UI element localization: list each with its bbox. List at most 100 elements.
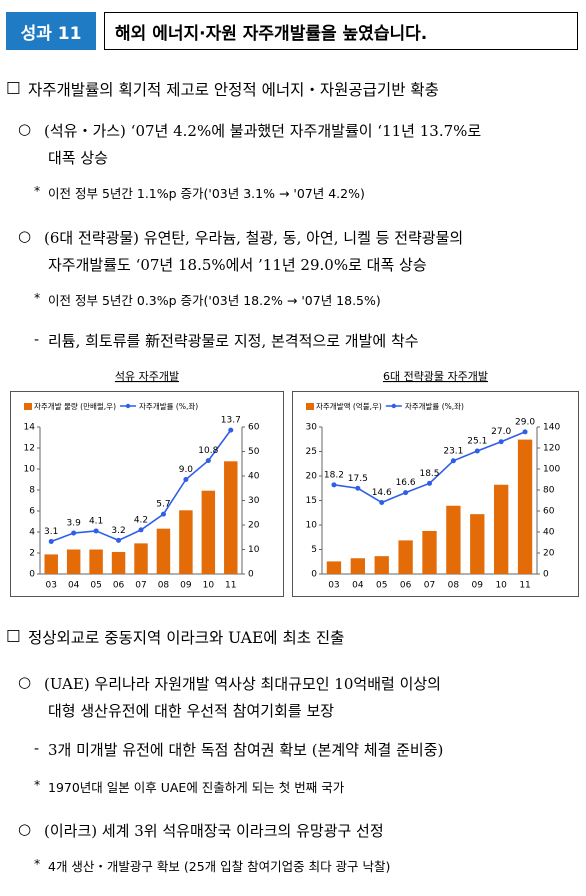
- bar: [326, 561, 342, 574]
- legend-dot: [125, 403, 131, 409]
- y2-tick-label: 60: [248, 423, 260, 433]
- item-text: 이전 정부 5년간 0.3%p 증가('03년 18.2% → '07년 18.…: [48, 293, 381, 308]
- item-text: 리튬, 희토류를 新전략광물로 지정, 본격적으로 개발에 착수: [48, 332, 419, 350]
- item-text: 4개 생산・개발광구 확보 (25개 입찰 참여기업중 최다 광구 낙찰): [48, 859, 391, 874]
- legend-label: 자주개발 물량 (만배럴,우): [34, 401, 116, 411]
- y2-tick-label: 30: [248, 496, 260, 506]
- data-label: 13.7: [221, 416, 241, 426]
- data-label: 25.1: [467, 437, 487, 447]
- bar: [470, 514, 485, 574]
- x-tick-label: 04: [352, 581, 364, 591]
- data-label: 10.8: [198, 446, 218, 456]
- y-tick-label: 2: [29, 549, 35, 559]
- bar: [156, 528, 171, 574]
- point: [138, 527, 144, 533]
- bar: [44, 554, 58, 574]
- item-text: 이전 정부 5년간 1.1%p 증가('03년 3.1% → '07년 4.2%…: [48, 186, 365, 201]
- item-marker: ○: [18, 673, 32, 691]
- y2-tick-label: 40: [543, 528, 555, 538]
- y2-tick-label: 20: [543, 549, 555, 559]
- x-tick-label: 08: [448, 581, 460, 591]
- bar: [446, 505, 461, 574]
- x-tick-label: 07: [424, 581, 435, 591]
- data-label: 4.2: [134, 515, 148, 525]
- bar: [66, 549, 81, 574]
- item-marker: *: [34, 290, 41, 305]
- point: [522, 429, 528, 435]
- chart-title: 6대 전략광물 자주개발: [383, 370, 488, 383]
- item-text: (UAE) 우리나라 자원개발 역사상 최대규모인 10억배럴 이상의: [44, 675, 441, 693]
- legend-label: 자주개발률 (%,좌): [139, 401, 198, 411]
- point: [93, 528, 99, 534]
- y-tick-label: 12: [24, 444, 35, 454]
- y2-tick-label: 10: [248, 545, 260, 555]
- data-label: 27.0: [491, 427, 511, 437]
- item-text: (이라크) 세계 3위 석유매장국 이라크의 유망광구 선정: [44, 822, 384, 840]
- x-tick-label: 10: [495, 581, 507, 591]
- x-tick-label: 11: [519, 581, 530, 591]
- data-label: 4.1: [89, 516, 103, 526]
- data-label: 29.0: [515, 417, 535, 427]
- y-tick-label: 0: [311, 570, 317, 580]
- point: [498, 439, 504, 445]
- title: 해외 에너지·자원 자주개발률을 높였습니다.: [104, 12, 578, 50]
- item-marker: ○: [18, 120, 32, 138]
- legend-dot: [391, 403, 397, 409]
- item-marker: ○: [18, 227, 32, 245]
- y2-tick-label: 50: [248, 447, 260, 457]
- y-tick-label: 10: [24, 465, 36, 475]
- data-label: 3.1: [44, 527, 58, 537]
- y2-tick-label: 60: [543, 507, 555, 517]
- badge: 성과 11: [6, 12, 96, 50]
- bar: [494, 484, 509, 574]
- point: [48, 538, 54, 544]
- data-label: 14.6: [372, 488, 392, 498]
- chart: 6대 전략광물 자주개발0510152025300204060801001201…: [292, 370, 579, 597]
- point: [379, 499, 385, 505]
- y2-tick-label: 80: [543, 486, 555, 496]
- point: [427, 480, 432, 486]
- bar: [201, 490, 216, 574]
- x-tick-label: 03: [45, 581, 56, 591]
- x-tick-label: 06: [113, 581, 125, 591]
- y-tick-label: 4: [29, 528, 35, 538]
- chart-frame: [10, 391, 284, 597]
- point: [160, 511, 166, 517]
- chart-frame: [292, 391, 579, 597]
- bar: [517, 439, 533, 574]
- x-tick-label: 11: [225, 581, 236, 591]
- point: [116, 537, 122, 543]
- item-text: 1970년대 일본 이후 UAE에 진출하게 되는 첫 번째 국가: [48, 780, 345, 795]
- item-text: (석유・가스) ‘07년 4.2%에 불과했던 자주개발률이 ‘11년 13.7…: [44, 122, 482, 140]
- data-label: 3.9: [67, 519, 82, 529]
- x-tick-label: 04: [68, 581, 80, 591]
- item-marker: ○: [18, 820, 32, 838]
- section-marker: □: [6, 626, 21, 644]
- y-tick-label: 0: [29, 570, 35, 580]
- point: [474, 448, 480, 454]
- y-tick-label: 15: [306, 496, 317, 506]
- item-text: 3개 미개발 유전에 대한 독점 참여권 확보 (본계약 체결 준비중): [48, 741, 444, 759]
- y-tick-label: 14: [24, 423, 36, 433]
- x-tick-label: 08: [158, 581, 170, 591]
- x-tick-label: 07: [135, 581, 146, 591]
- bar: [374, 556, 389, 574]
- data-label: 3.2: [111, 526, 125, 536]
- x-tick-label: 09: [472, 581, 484, 591]
- data-label: 18.5: [419, 469, 439, 479]
- y2-tick-label: 0: [248, 570, 254, 580]
- x-tick-label: 10: [203, 581, 215, 591]
- y-tick-label: 20: [306, 472, 318, 482]
- point: [183, 477, 189, 482]
- x-tick-label: 06: [400, 581, 412, 591]
- item-marker: *: [34, 183, 41, 198]
- point: [228, 427, 234, 433]
- y2-tick-label: 140: [543, 423, 560, 433]
- data-label: 23.1: [443, 446, 463, 456]
- bar: [422, 530, 437, 574]
- y-tick-label: 30: [306, 423, 318, 433]
- point: [450, 458, 456, 464]
- bar: [179, 510, 193, 574]
- item-marker: -: [34, 330, 40, 348]
